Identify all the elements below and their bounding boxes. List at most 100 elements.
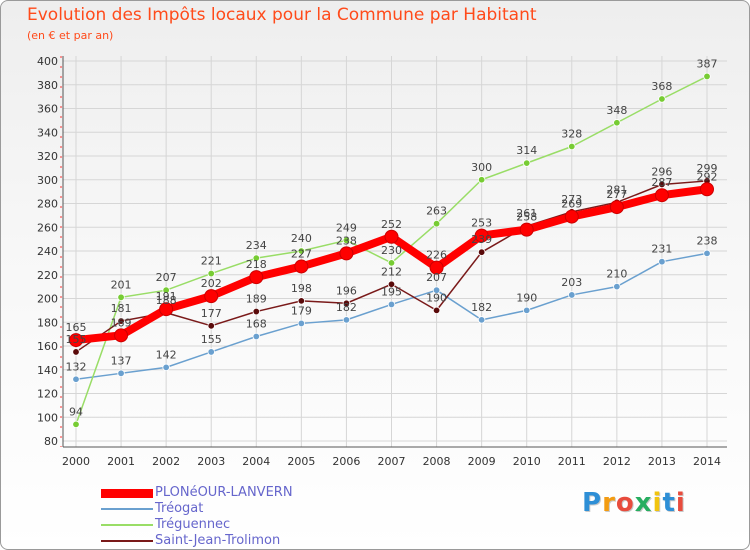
data-label: 300 xyxy=(471,161,492,174)
data-point xyxy=(523,306,531,315)
data-label: 188 xyxy=(156,294,177,307)
data-point xyxy=(252,332,260,341)
data-label: 221 xyxy=(201,255,222,268)
y-tick-label: 240 xyxy=(37,245,58,258)
data-label: 261 xyxy=(516,207,537,220)
data-label: 168 xyxy=(246,318,267,331)
data-point xyxy=(117,293,125,302)
grid xyxy=(63,56,727,447)
data-point xyxy=(339,246,354,261)
data-point xyxy=(609,200,624,215)
data-point xyxy=(658,180,666,189)
data-label: 273 xyxy=(561,193,582,206)
data-label: 198 xyxy=(291,282,312,295)
x-tick-label: 2010 xyxy=(513,455,541,468)
data-label: 190 xyxy=(426,291,447,304)
data-point xyxy=(519,222,534,237)
data-label: 165 xyxy=(66,321,87,334)
data-label: 227 xyxy=(291,247,312,260)
legend-item: PLONéOUR-LANVERN xyxy=(101,485,293,501)
data-point xyxy=(207,322,215,330)
legend-swatch xyxy=(101,508,153,510)
data-label: 210 xyxy=(606,268,627,281)
data-label: 281 xyxy=(606,183,627,196)
logo-letter: o xyxy=(615,488,635,518)
logo-letter: i xyxy=(652,488,663,518)
data-label: 190 xyxy=(516,291,537,304)
data-point xyxy=(162,363,170,372)
data-label: 238 xyxy=(336,234,357,247)
data-point xyxy=(204,289,219,304)
chart-subtitle: (en € et par an) xyxy=(27,29,114,42)
data-point xyxy=(703,72,711,81)
x-tick-label: 2014 xyxy=(693,455,721,468)
data-point xyxy=(429,260,444,275)
legend-label: Saint-Jean-Trolimon xyxy=(155,533,281,548)
data-label: 328 xyxy=(561,128,582,141)
data-label: 238 xyxy=(697,234,718,247)
data-label: 182 xyxy=(336,301,357,314)
data-label: 191 xyxy=(156,290,177,303)
legend-label: Tréguennec xyxy=(155,517,231,532)
data-point xyxy=(658,95,666,103)
data-label: 287 xyxy=(651,176,672,189)
data-point xyxy=(72,348,80,356)
data-label: 218 xyxy=(246,258,267,271)
data-label: 94 xyxy=(69,405,83,418)
data-point xyxy=(297,297,306,305)
legend-swatch xyxy=(101,524,153,526)
data-label: 299 xyxy=(697,162,718,175)
data-label: 226 xyxy=(426,249,447,262)
x-tick-label: 2003 xyxy=(197,455,225,468)
data-label: 252 xyxy=(381,218,402,231)
data-point xyxy=(162,286,170,294)
proxiti-logo: Proxiti xyxy=(582,488,686,518)
data-label: 249 xyxy=(336,221,357,234)
data-label: 207 xyxy=(426,271,447,284)
axes: 80 100 120 140 160 180 200 220 240 260 280 300 320 34… xyxy=(37,55,727,468)
data-point xyxy=(384,229,399,244)
logo-letter: r xyxy=(602,488,616,518)
legend-item: Tréguennec xyxy=(101,517,293,533)
data-label: 202 xyxy=(201,277,222,290)
x-tick-label: 2009 xyxy=(468,455,496,468)
y-tick-label: 200 xyxy=(37,293,58,306)
data-label: 314 xyxy=(516,144,537,157)
y-tick-label: 360 xyxy=(37,103,58,116)
data-label: 201 xyxy=(111,278,132,291)
y-tick-label: 100 xyxy=(37,411,58,424)
series-points xyxy=(69,72,714,429)
data-label: 155 xyxy=(66,333,87,346)
y-tick-label: 280 xyxy=(37,198,58,211)
data-point xyxy=(654,188,669,203)
data-point xyxy=(613,119,621,127)
data-point xyxy=(432,306,441,315)
data-point xyxy=(69,333,83,348)
x-tick-label: 2008 xyxy=(423,455,451,468)
y-tick-label: 220 xyxy=(37,269,58,282)
data-label: 169 xyxy=(111,316,132,329)
legend-label: Tréogat xyxy=(155,501,204,516)
data-label: 203 xyxy=(561,276,582,289)
data-point xyxy=(342,299,351,307)
y-tick-label: 80 xyxy=(44,435,58,448)
data-label: 368 xyxy=(651,80,672,93)
data-label: 196 xyxy=(336,284,357,297)
data-label: 230 xyxy=(381,244,402,257)
data-label: 181 xyxy=(111,302,132,315)
data-label: 258 xyxy=(516,211,537,224)
data-point xyxy=(568,142,576,151)
y-tick-label: 320 xyxy=(37,150,58,163)
data-point xyxy=(342,316,351,324)
data-label: 179 xyxy=(291,304,312,317)
data-label: 263 xyxy=(426,205,447,218)
logo-letter: x xyxy=(634,488,653,518)
data-point xyxy=(477,176,486,184)
data-point xyxy=(72,420,80,429)
data-label: 195 xyxy=(381,285,402,298)
y-tick-label: 400 xyxy=(37,55,58,68)
data-point xyxy=(523,159,531,167)
logo-letter: P xyxy=(582,488,603,518)
data-point xyxy=(700,182,714,197)
